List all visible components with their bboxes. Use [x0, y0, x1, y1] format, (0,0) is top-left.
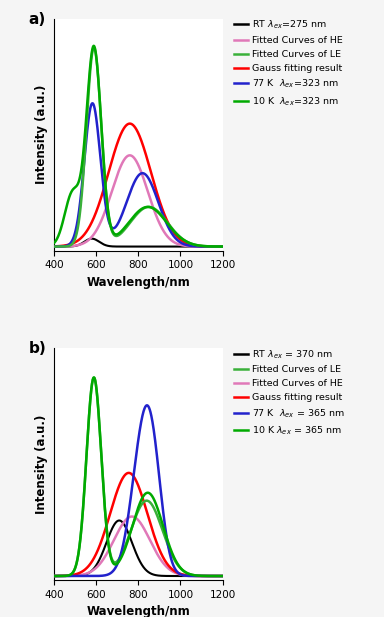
Legend: RT $\lambda_{ex}$ = 370 nm, Fitted Curves of LE, Fitted Curves of HE, Gauss fitt: RT $\lambda_{ex}$ = 370 nm, Fitted Curve… — [234, 348, 345, 437]
X-axis label: Wavelength/nm: Wavelength/nm — [86, 276, 190, 289]
Text: a): a) — [28, 12, 46, 27]
X-axis label: Wavelength/nm: Wavelength/nm — [86, 605, 190, 617]
Legend: RT $\lambda_{ex}$=275 nm, Fitted Curves of HE, Fitted Curves of LE, Gauss fittin: RT $\lambda_{ex}$=275 nm, Fitted Curves … — [234, 19, 343, 107]
Y-axis label: Intensity (a.u.): Intensity (a.u.) — [35, 85, 48, 184]
Text: b): b) — [28, 341, 46, 356]
Y-axis label: Intensity (a.u.): Intensity (a.u.) — [35, 414, 48, 514]
